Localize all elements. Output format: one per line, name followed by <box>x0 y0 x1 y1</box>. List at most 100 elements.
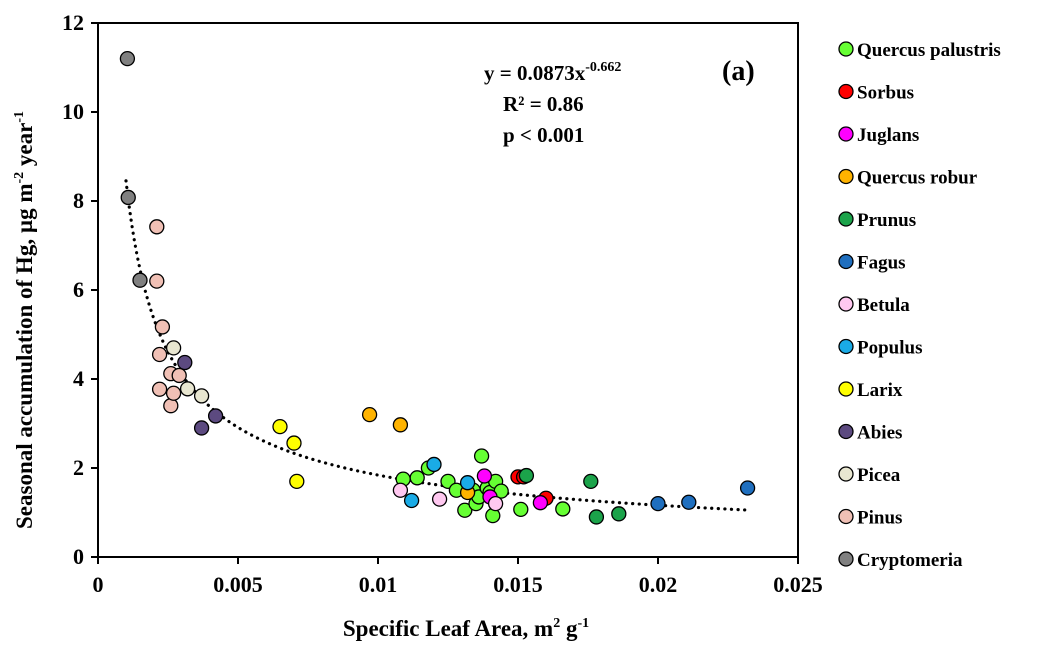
point-larix <box>289 473 305 490</box>
point-cryptomeria <box>120 189 136 206</box>
legend-label-prunus: Prunus <box>857 210 916 231</box>
y-tick-label: 8 <box>73 188 84 213</box>
points-layer <box>119 50 756 525</box>
x-tick-label: 0.01 <box>359 572 398 597</box>
equation-base: y = 0.0873x <box>484 61 586 85</box>
power-trendline <box>124 179 750 512</box>
point-quercus-palustris <box>555 501 571 517</box>
y-tick-label: 0 <box>73 544 84 569</box>
equation-exponent: -0.662 <box>585 60 621 75</box>
legend: Quercus palustris Sorbus Juglans Quercus ro… <box>838 40 1001 571</box>
legend-label-picea: Picea <box>857 465 901 486</box>
point-juglans <box>476 468 493 484</box>
p-value-label: p < 0.001 <box>503 123 584 147</box>
y-tick-label: 2 <box>73 455 84 480</box>
point-pinus <box>151 381 168 397</box>
x-axis-title-main: Specific Leaf Area, m <box>343 616 553 641</box>
legend-label-quercus-palustris: Quercus palustris <box>857 40 1001 61</box>
point-pinus <box>165 385 182 401</box>
legend-marker-quercus-robur <box>838 168 854 185</box>
legend-label-pinus: Pinus <box>857 508 902 529</box>
legend-marker-populus <box>838 338 854 355</box>
legend-label-betula: Betula <box>857 295 910 316</box>
x-axis-title-sup: 2 <box>553 616 560 631</box>
legend-marker-cryptomeria <box>838 551 854 567</box>
x-axis: 0 0.005 0.01 0.015 0.02 0.025 <box>93 557 823 597</box>
legend-marker-picea <box>838 466 854 482</box>
point-abies <box>207 408 224 424</box>
point-fagus <box>739 480 756 496</box>
x-axis-title-sup2: -1 <box>577 616 589 631</box>
point-prunus <box>611 506 627 522</box>
point-picea <box>193 388 210 404</box>
y-tick-label: 4 <box>73 366 84 391</box>
legend-marker-pinus <box>838 508 854 525</box>
x-tick-label: 0.005 <box>213 572 263 597</box>
x-axis-title-mid: g <box>560 616 578 641</box>
legend-label-larix: Larix <box>857 380 903 401</box>
y-axis-title-sup: -2 <box>12 172 27 184</box>
point-abies <box>177 354 193 371</box>
y-tick-label: 6 <box>73 277 84 302</box>
point-pinus <box>163 398 179 414</box>
y-axis: 0 2 4 6 8 10 12 <box>62 10 98 569</box>
y-axis-title-sup2: -1 <box>12 111 27 123</box>
point-fagus <box>650 495 666 512</box>
point-betula <box>431 491 448 507</box>
point-prunus <box>518 467 535 484</box>
point-pinus <box>151 346 168 363</box>
point-quercus-robur <box>392 417 409 433</box>
x-tick-label: 0.015 <box>493 572 543 597</box>
legend-label-quercus-robur: Quercus robur <box>857 168 978 189</box>
legend-label-abies: Abies <box>857 423 902 444</box>
legend-label-fagus: Fagus <box>857 253 906 274</box>
point-juglans <box>532 495 549 511</box>
point-populus <box>426 456 442 473</box>
point-larix <box>272 418 288 435</box>
point-prunus <box>583 473 599 490</box>
legend-label-sorbus: Sorbus <box>857 83 914 104</box>
legend-marker-prunus <box>838 211 854 227</box>
y-axis-title-main: Seasonal accumulation of Hg, µg m <box>12 184 37 529</box>
legend-marker-sorbus <box>838 83 854 100</box>
point-cryptomeria <box>132 272 148 288</box>
point-fagus <box>681 494 697 510</box>
point-quercus-palustris <box>513 501 529 518</box>
point-pinus <box>149 219 165 235</box>
y-axis-title: Seasonal accumulation of Hg, µg m-2 year… <box>12 111 37 529</box>
point-pinus <box>154 319 171 335</box>
legend-label-cryptomeria: Cryptomeria <box>857 550 963 571</box>
point-populus <box>459 475 476 491</box>
legend-marker-quercus-palustris <box>838 41 854 57</box>
legend-label-juglans: Juglans <box>857 125 919 146</box>
y-axis-title-mid: year <box>12 123 37 172</box>
point-populus <box>403 492 420 509</box>
point-betula <box>487 495 504 512</box>
point-picea <box>165 340 182 356</box>
legend-marker-fagus <box>838 253 854 270</box>
point-quercus-robur <box>361 406 378 423</box>
x-tick-label: 0 <box>93 572 104 597</box>
plot-area <box>97 22 799 558</box>
regression-annotation: y = 0.0873x-0.662 R² = 0.86 p < 0.001 <box>484 60 621 147</box>
legend-marker-juglans <box>838 126 854 142</box>
point-quercus-palustris <box>457 502 473 518</box>
y-tick-label: 10 <box>62 99 84 124</box>
legend-marker-abies <box>838 423 854 440</box>
legend-marker-larix <box>838 381 854 397</box>
point-abies <box>193 420 210 436</box>
point-quercus-palustris <box>409 470 425 486</box>
r-squared-label: R² = 0.86 <box>503 92 584 116</box>
point-cryptomeria <box>119 50 136 67</box>
y-tick-label: 12 <box>62 10 84 35</box>
point-pinus <box>149 273 165 289</box>
point-larix <box>286 435 302 451</box>
x-axis-title: Specific Leaf Area, m2 g-1 <box>343 616 589 641</box>
point-picea <box>179 381 196 397</box>
point-prunus <box>588 509 605 525</box>
point-quercus-palustris <box>473 448 490 464</box>
x-tick-label: 0.025 <box>773 572 823 597</box>
equation-label: y = 0.0873x-0.662 <box>484 60 621 85</box>
legend-label-populus: Populus <box>857 338 922 359</box>
